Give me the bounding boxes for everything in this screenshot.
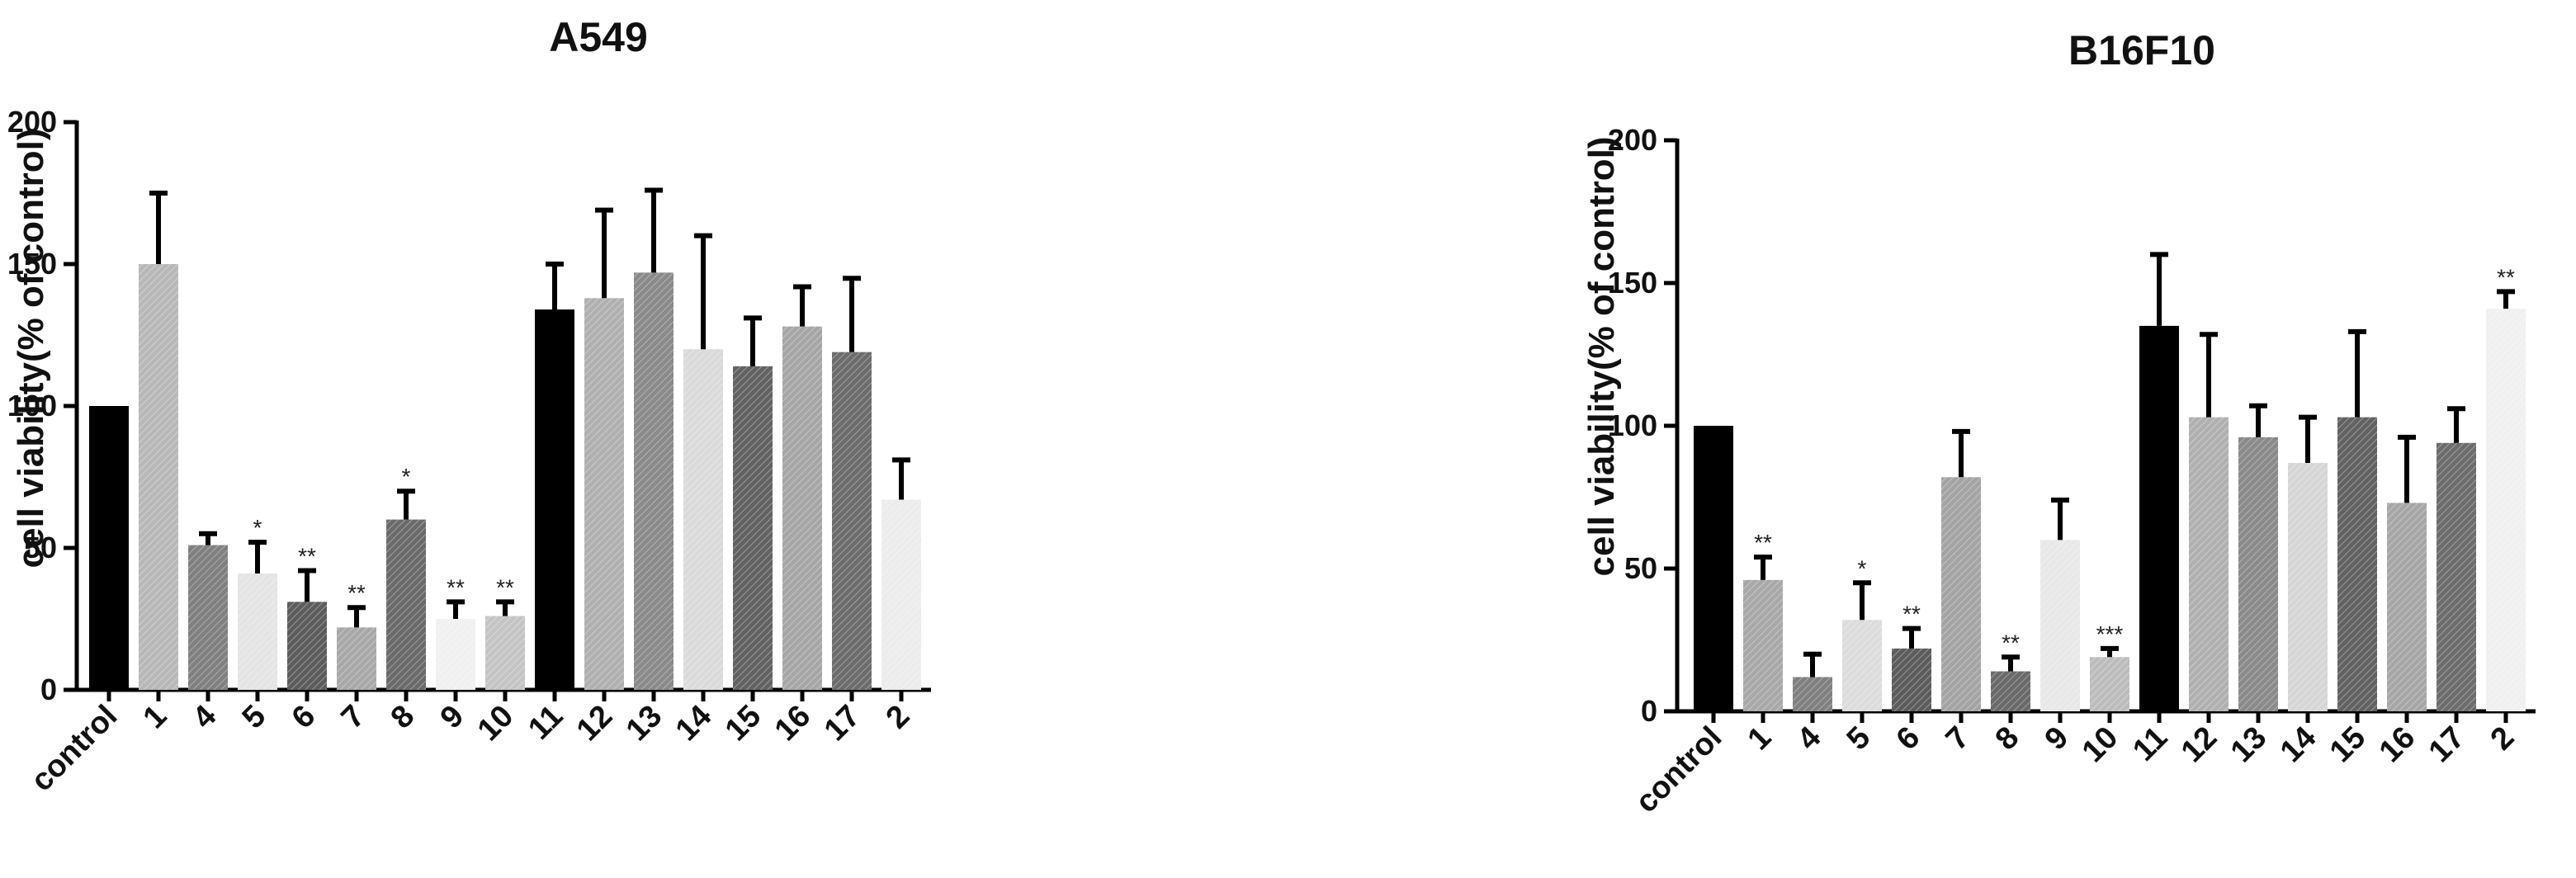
significance-label: * xyxy=(253,515,262,540)
bar-17 xyxy=(832,352,872,690)
x-tick-label: 8 xyxy=(1989,720,2026,758)
x-tick-label: 12 xyxy=(2175,720,2224,770)
bar-9 xyxy=(2040,540,2080,711)
bar-10 xyxy=(485,616,525,690)
x-tick-label: 17 xyxy=(2422,720,2472,770)
x-tick-label: 5 xyxy=(236,699,273,736)
bar-2 xyxy=(882,499,921,690)
bar-13 xyxy=(2238,437,2278,711)
x-tick-label: control xyxy=(25,699,125,799)
y-tick-label: 0 xyxy=(1641,694,1657,728)
x-tick-label: 14 xyxy=(2274,720,2323,770)
x-tick-label: 17 xyxy=(818,699,867,748)
bar-8 xyxy=(1991,671,2030,711)
x-tick-label: 13 xyxy=(620,699,669,748)
x-tick-label: 15 xyxy=(719,699,768,748)
y-tick-label: 200 xyxy=(1608,123,1657,157)
y-tick-label: 100 xyxy=(7,389,57,422)
x-tick-label: 11 xyxy=(2126,720,2174,768)
bar-6 xyxy=(1892,648,1931,711)
significance-label: * xyxy=(402,464,411,489)
y-axis-label: cell viability(% of control) xyxy=(11,129,51,569)
y-tick-label: 50 xyxy=(1624,551,1657,585)
bar-16 xyxy=(2387,503,2427,711)
significance-label: *** xyxy=(2096,621,2124,647)
bar-16 xyxy=(782,326,822,690)
bar-12 xyxy=(2189,417,2229,711)
significance-label: ** xyxy=(2497,264,2515,290)
x-tick-label: 7 xyxy=(335,699,372,736)
y-tick-label: 150 xyxy=(1608,266,1657,300)
x-tick-label: 9 xyxy=(2039,720,2076,758)
x-tick-label: 15 xyxy=(2323,720,2373,770)
x-tick-label: 10 xyxy=(471,699,521,748)
chart-title: B16F10 xyxy=(2068,27,2215,73)
bar-14 xyxy=(2288,462,2328,711)
bar-1 xyxy=(139,264,178,690)
significance-label: ** xyxy=(2002,630,2020,655)
y-tick-label: 0 xyxy=(40,673,57,706)
significance-label: ** xyxy=(1754,530,1772,555)
x-tick-label: 4 xyxy=(187,699,224,736)
bar-10 xyxy=(2090,657,2129,711)
bar-12 xyxy=(584,298,624,690)
x-tick-label: 12 xyxy=(570,699,620,748)
x-tick-label: 10 xyxy=(2076,720,2125,770)
x-tick-label: control xyxy=(1629,720,1729,820)
bar-11 xyxy=(2139,325,2179,711)
bar-4 xyxy=(188,545,228,690)
bar-1 xyxy=(1743,579,1783,711)
significance-label: ** xyxy=(447,574,465,600)
y-tick-label: 100 xyxy=(1608,408,1657,442)
significance-label: ** xyxy=(1902,602,1921,627)
x-tick-label: 2 xyxy=(880,699,917,736)
bar-control xyxy=(1694,426,1733,711)
bar-13 xyxy=(634,272,674,690)
x-tick-label: 16 xyxy=(768,699,818,748)
bar-15 xyxy=(733,366,773,690)
x-tick-label: 9 xyxy=(434,699,471,736)
x-tick-label: 11 xyxy=(522,699,570,747)
y-tick-label: 150 xyxy=(7,247,57,281)
significance-label: * xyxy=(1858,555,1867,581)
x-tick-label: 4 xyxy=(1791,720,1828,758)
bar-7 xyxy=(337,627,376,690)
significance-label: ** xyxy=(298,544,316,569)
x-tick-label: 5 xyxy=(1841,720,1878,758)
bar-4 xyxy=(1793,677,1832,711)
x-tick-label: 7 xyxy=(1940,720,1977,758)
y-tick-label: 50 xyxy=(24,531,57,564)
bar-17 xyxy=(2437,442,2476,711)
bar-6 xyxy=(287,602,327,690)
bar-control xyxy=(89,406,129,690)
x-tick-label: 1 xyxy=(137,699,174,736)
bar-7 xyxy=(1941,477,1981,711)
bar-8 xyxy=(386,519,426,690)
x-tick-label: 13 xyxy=(2224,720,2274,770)
chart-b16f10: B16F10 cell viability(% of control) 0 50 1… xyxy=(1581,27,2536,819)
bar-15 xyxy=(2337,417,2377,711)
significance-label: ** xyxy=(496,574,514,600)
x-tick-label: 8 xyxy=(385,699,422,736)
bar-5 xyxy=(238,573,277,690)
significance-label: ** xyxy=(347,580,366,606)
bar-14 xyxy=(683,349,723,690)
x-tick-label: 6 xyxy=(1890,720,1927,758)
x-tick-label: 6 xyxy=(286,699,323,736)
x-tick-label: 14 xyxy=(669,699,719,748)
bar-2 xyxy=(2486,309,2526,711)
x-tick-label: 16 xyxy=(2373,720,2422,770)
y-tick-label: 200 xyxy=(7,105,57,139)
bar-9 xyxy=(436,619,475,690)
x-tick-label: 1 xyxy=(1742,720,1779,758)
x-tick-label: 2 xyxy=(2484,720,2522,758)
chart-title: A549 xyxy=(549,14,648,60)
bar-11 xyxy=(535,309,574,690)
y-axis-label: cell viability(% of control) xyxy=(1581,137,1622,577)
chart-a549: A549 cell viability(% of control) 0 50 100… xyxy=(7,14,931,798)
bar-5 xyxy=(1842,620,1882,711)
